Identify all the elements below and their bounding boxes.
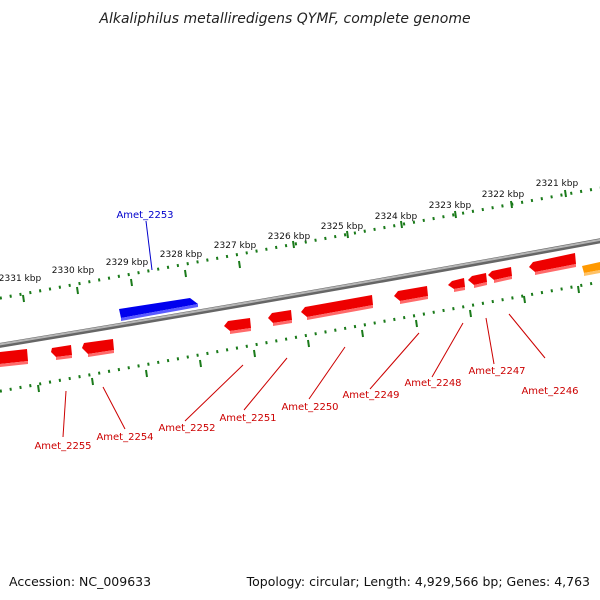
gene-amet-2254-b[interactable]: [82, 339, 114, 357]
ruler-label: 2324 kbp: [375, 212, 418, 222]
label-leaders: [62, 220, 546, 438]
ruler-label: 2323 kbp: [429, 201, 472, 211]
inner-ruler-ticks: [37, 285, 580, 393]
gene-amet-2249[interactable]: [394, 286, 428, 304]
ruler-label: 2330 kbp: [52, 266, 95, 276]
ruler-label: 2329 kbp: [106, 258, 149, 268]
ruler-label: 2322 kbp: [482, 190, 525, 200]
gene-label-amet-2251[interactable]: Amet_2251: [219, 413, 276, 424]
ruler-label: 2328 kbp: [160, 250, 203, 260]
gene-amet-2255[interactable]: [0, 349, 28, 367]
map-title: Alkaliphilus metalliredigens QYMF, compl…: [98, 11, 470, 27]
gene-amet-2246[interactable]: [529, 253, 576, 275]
outer-ruler-dots: [0, 186, 600, 300]
ruler-label: 2331 kbp: [0, 274, 41, 284]
gene-label-amet-2246[interactable]: Amet_2246: [521, 386, 578, 397]
gene-label-amet-2248[interactable]: Amet_2248: [404, 378, 461, 389]
ruler-label: 2326 kbp: [268, 232, 311, 242]
gene-amet-2247-a[interactable]: [468, 273, 487, 288]
outer-ruler-ticks: [22, 189, 567, 303]
gene-label-amet-2255[interactable]: Amet_2255: [34, 441, 91, 452]
gene-amet-2252[interactable]: [224, 318, 251, 334]
gene-labels: Amet_2253 Amet_2255 Amet_2254 Amet_2252 …: [34, 210, 578, 452]
inner-ruler: [0, 280, 600, 393]
reverse-genes: [0, 253, 576, 367]
gene-amet-2251[interactable]: [268, 310, 292, 326]
gene-other-right-edge[interactable]: [582, 262, 600, 276]
ruler-label: 2327 kbp: [214, 241, 257, 251]
ruler-label: 2325 kbp: [321, 222, 364, 232]
gene-amet-2248[interactable]: [448, 278, 465, 292]
gene-label-amet-2247[interactable]: Amet_2247: [468, 366, 525, 377]
ruler-labels: 2321 kbp 2322 kbp 2323 kbp 2324 kbp 2325…: [0, 179, 578, 284]
gene-amet-2253[interactable]: [119, 298, 198, 321]
gene-label-amet-2252[interactable]: Amet_2252: [158, 423, 215, 434]
gene-label-amet-2250[interactable]: Amet_2250: [281, 402, 338, 413]
gene-label-amet-2254[interactable]: Amet_2254: [96, 432, 153, 443]
gene-amet-2254-a[interactable]: [51, 345, 72, 360]
gene-amet-2250[interactable]: [301, 295, 373, 320]
gene-label-amet-2249[interactable]: Amet_2249: [342, 390, 399, 401]
gene-label-amet-2253[interactable]: Amet_2253: [116, 210, 173, 221]
accession-text: Accession: NC_009633: [9, 574, 152, 589]
ruler-label: 2321 kbp: [536, 179, 579, 189]
outer-ruler: [0, 186, 600, 300]
gene-amet-2247-b[interactable]: [488, 267, 512, 283]
genome-summary-text: Topology: circular; Length: 4,929,566 bp…: [246, 574, 590, 589]
genome-backbone: [0, 238, 600, 348]
inner-ruler-dots: [0, 280, 600, 393]
